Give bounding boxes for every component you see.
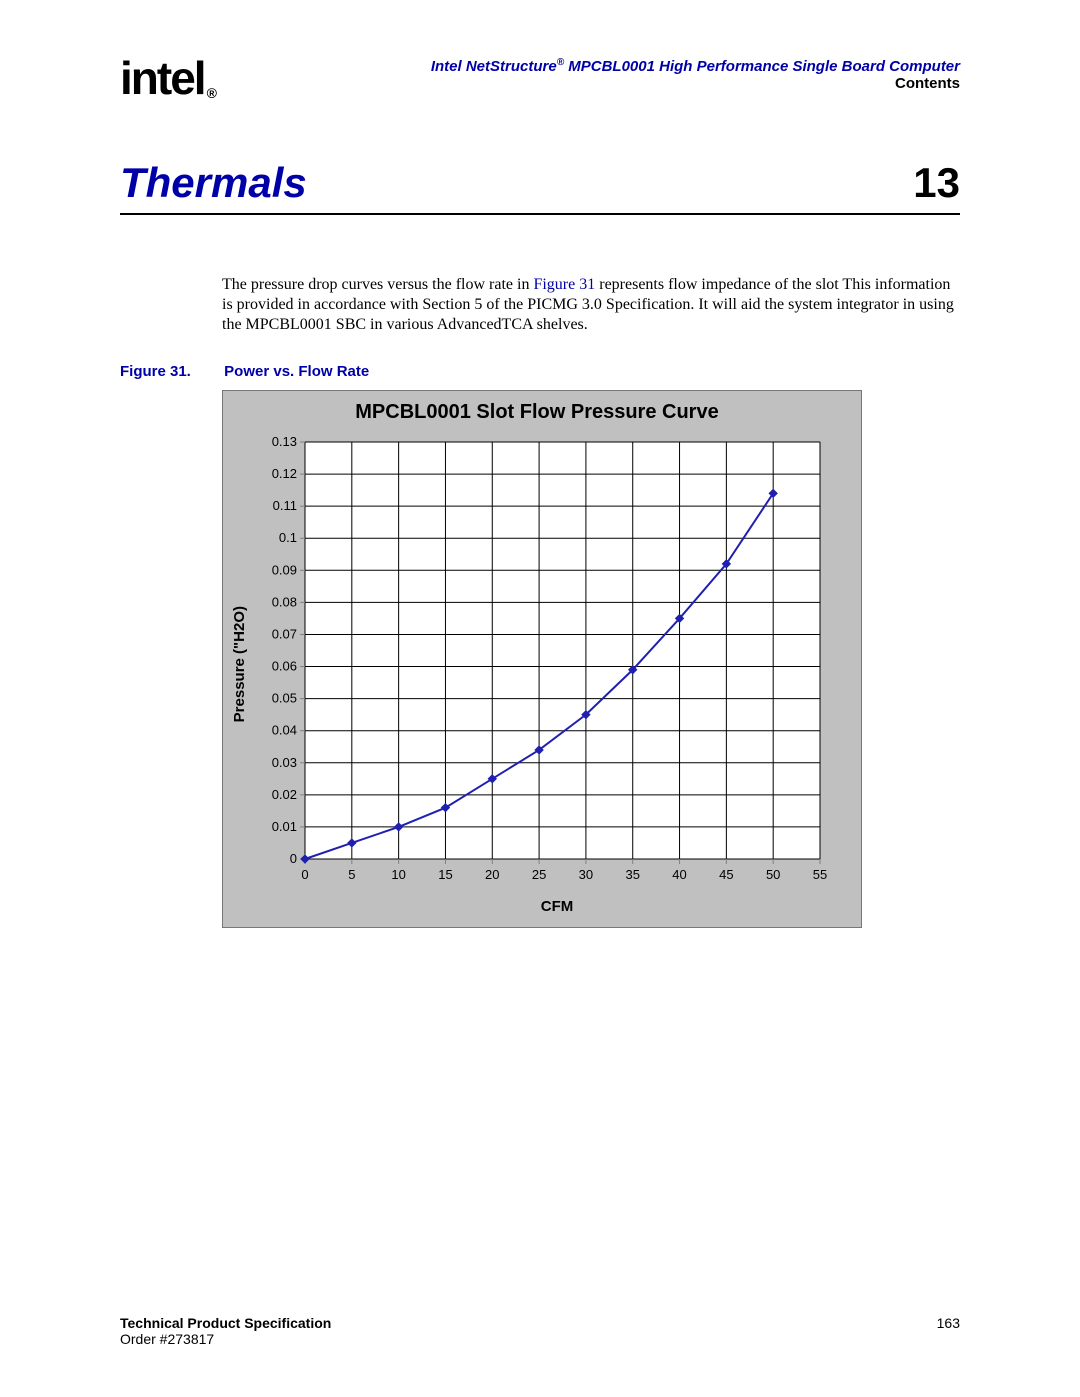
- svg-text:0.11: 0.11: [273, 498, 297, 513]
- header-right: Intel NetStructure® MPCBL0001 High Perfo…: [431, 57, 960, 92]
- footer-order-number: Order #273817: [120, 1331, 331, 1347]
- svg-text:0.06: 0.06: [272, 659, 297, 674]
- chart-plot-row: Pressure ("H2O) 051015202530354045505500…: [231, 434, 843, 894]
- chart-xlabel: CFM: [271, 898, 843, 915]
- section-title: Thermals: [120, 159, 307, 207]
- svg-text:30: 30: [579, 867, 593, 882]
- footer-page-number: 163: [937, 1315, 960, 1331]
- logo-text: intel: [120, 52, 205, 104]
- registered-mark: ®: [207, 85, 215, 101]
- svg-text:0.07: 0.07: [272, 626, 297, 641]
- svg-text:25: 25: [532, 867, 546, 882]
- svg-text:0.02: 0.02: [272, 787, 297, 802]
- figure-reference-link[interactable]: Figure 31: [533, 276, 595, 293]
- svg-text:0.04: 0.04: [272, 723, 297, 738]
- doc-title: Intel NetStructure® MPCBL0001 High Perfo…: [431, 57, 960, 75]
- page-footer: Technical Product Specification Order #2…: [120, 1315, 960, 1347]
- svg-text:55: 55: [813, 867, 827, 882]
- svg-text:0.13: 0.13: [272, 434, 297, 449]
- footer-spec-title: Technical Product Specification: [120, 1315, 331, 1331]
- svg-text:0.1: 0.1: [279, 530, 297, 545]
- chart-title: MPCBL0001 Slot Flow Pressure Curve: [231, 401, 843, 424]
- svg-text:5: 5: [348, 867, 355, 882]
- chart-container: MPCBL0001 Slot Flow Pressure Curve Press…: [222, 390, 862, 928]
- section-number: 13: [913, 159, 960, 207]
- chart-ylabel: Pressure ("H2O): [231, 606, 248, 722]
- svg-text:50: 50: [766, 867, 780, 882]
- figure-caption: Figure 31. Power vs. Flow Rate: [120, 363, 960, 380]
- svg-text:0: 0: [301, 867, 308, 882]
- svg-text:0.09: 0.09: [272, 562, 297, 577]
- page-header: intel® Intel NetStructure® MPCBL0001 Hig…: [120, 55, 960, 101]
- svg-text:0.03: 0.03: [272, 755, 297, 770]
- footer-left: Technical Product Specification Order #2…: [120, 1315, 331, 1347]
- para-a: The pressure drop curves versus the flow…: [222, 276, 533, 293]
- svg-text:0.01: 0.01: [272, 819, 297, 834]
- chart-svg: 0 5 10 15 20 25 30 35 40 45 50 55 0 0.01 0.02 0.03 0.04 0…: [250, 434, 830, 894]
- svg-text:15: 15: [438, 867, 452, 882]
- svg-text:10: 10: [391, 867, 405, 882]
- svg-text:35: 35: [625, 867, 639, 882]
- svg-text:20: 20: [485, 867, 499, 882]
- body-paragraph: The pressure drop curves versus the flow…: [222, 275, 960, 335]
- svg-text:0: 0: [290, 851, 297, 866]
- doc-subtitle: Contents: [431, 75, 960, 92]
- svg-text:45: 45: [719, 867, 733, 882]
- svg-text:0.08: 0.08: [272, 594, 297, 609]
- figure-label: Figure 31.: [120, 363, 220, 380]
- svg-text:0.05: 0.05: [272, 691, 297, 706]
- intel-logo: intel®: [120, 55, 213, 101]
- chart-panel: MPCBL0001 Slot Flow Pressure Curve Press…: [223, 391, 861, 927]
- svg-text:40: 40: [672, 867, 686, 882]
- figure-caption-text: Power vs. Flow Rate: [224, 363, 369, 380]
- svg-text:0.12: 0.12: [272, 466, 297, 481]
- page: intel® Intel NetStructure® MPCBL0001 Hig…: [0, 0, 1080, 1397]
- section-heading: Thermals 13: [120, 159, 960, 215]
